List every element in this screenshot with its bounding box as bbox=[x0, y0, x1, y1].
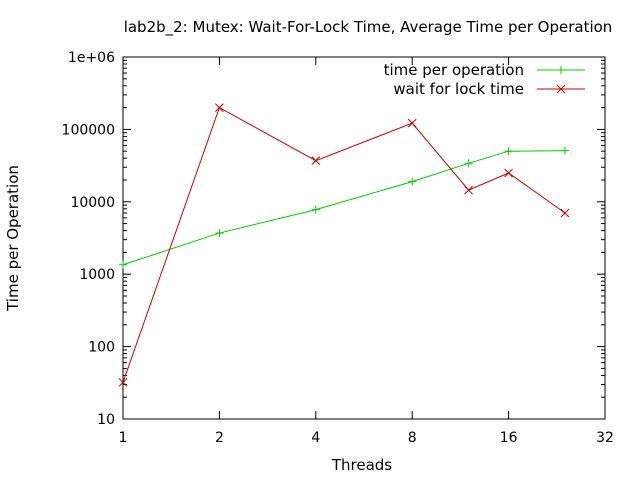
data-point bbox=[407, 118, 417, 128]
data-point bbox=[408, 177, 417, 186]
legend-marker bbox=[556, 84, 566, 94]
series-layer bbox=[118, 103, 570, 387]
x-axis: 1 2 4 8 16 32 bbox=[119, 57, 614, 446]
x-tick-label: 1 bbox=[119, 430, 128, 446]
x-tick-label: 16 bbox=[500, 430, 518, 446]
data-point bbox=[119, 260, 127, 269]
y-axis: 10 100 1000 10000 100000 1e+06 bbox=[62, 50, 605, 428]
data-point bbox=[311, 205, 320, 214]
y-tick-label: 1000 bbox=[79, 267, 115, 283]
data-point bbox=[504, 147, 513, 156]
x-tick-label: 8 bbox=[408, 430, 417, 446]
data-point bbox=[560, 146, 569, 155]
data-point bbox=[464, 159, 473, 168]
chart-title: lab2b_2: Mutex: Wait-For-Lock Time, Aver… bbox=[124, 18, 613, 37]
y-tick-label: 10000 bbox=[70, 195, 115, 211]
data-point bbox=[311, 156, 321, 166]
y-tick-label: 10 bbox=[97, 412, 115, 428]
data-point bbox=[560, 208, 570, 218]
y-axis-label: Time per Operation bbox=[4, 165, 22, 312]
y-tick-label: 1e+06 bbox=[68, 50, 115, 66]
data-point bbox=[118, 378, 128, 387]
legend-label: time per operation bbox=[384, 61, 524, 79]
data-point bbox=[215, 229, 224, 238]
plot-frame bbox=[122, 56, 606, 420]
x-axis-label: Threads bbox=[331, 456, 392, 474]
data-point bbox=[215, 103, 224, 112]
y-tick-label: 100 bbox=[88, 340, 115, 356]
data-point bbox=[504, 168, 513, 178]
legend-marker bbox=[557, 66, 565, 74]
x-tick-label: 2 bbox=[215, 430, 224, 446]
x-tick-label: 32 bbox=[596, 430, 614, 446]
series-line-1 bbox=[122, 106, 566, 383]
y-tick-label: 100000 bbox=[62, 122, 115, 138]
legend-label: wait for lock time bbox=[393, 80, 524, 98]
x-tick-label: 4 bbox=[311, 430, 320, 446]
series-line-0 bbox=[122, 150, 565, 266]
data-point bbox=[464, 185, 473, 195]
